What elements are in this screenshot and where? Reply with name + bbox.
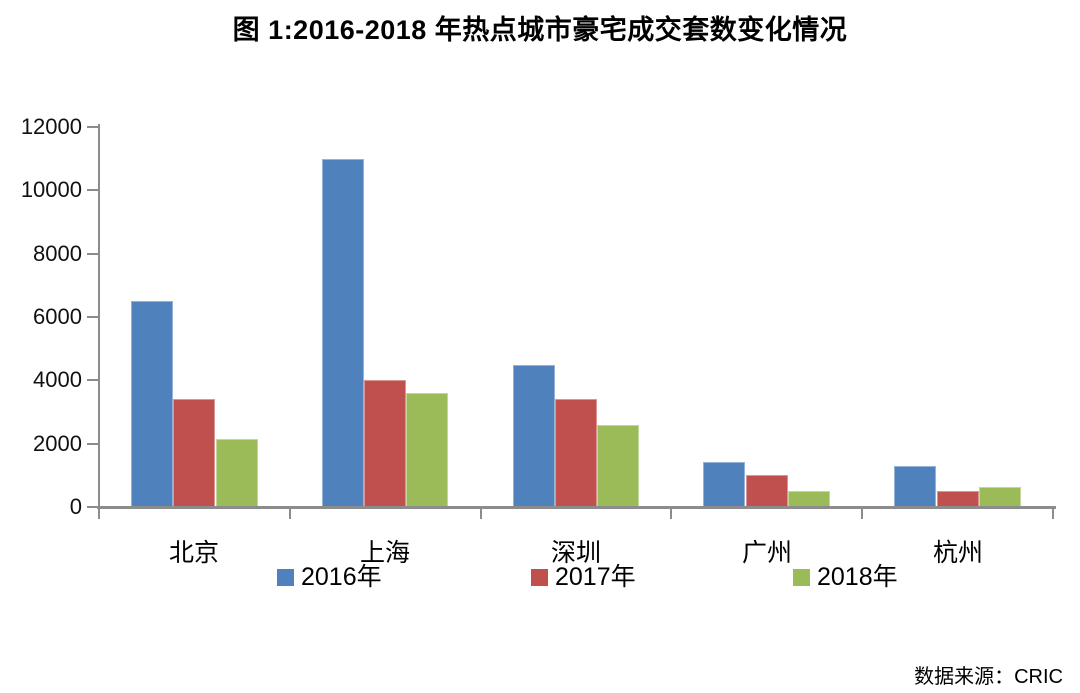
y-axis-tick-label: 12000 — [20, 114, 82, 139]
chart-title: 图 1:2016-2018 年热点城市豪宅成交套数变化情况 — [232, 15, 848, 45]
y-axis-tick-label: 10000 — [20, 177, 82, 203]
bar-shenzhen-2016 — [513, 365, 555, 507]
y-axis-tick-label: 8000 — [33, 240, 82, 266]
bar-guangzhou-2016 — [703, 462, 745, 507]
legend-item-2016: 2016年 — [277, 557, 382, 593]
y-axis-tick — [87, 506, 99, 508]
legend-swatch-2018 — [793, 568, 810, 586]
legend-label-2018: 2018年 — [817, 563, 898, 591]
x-axis-tick — [289, 506, 291, 519]
bar-shanghai-2017 — [364, 380, 406, 507]
source-note: 数据来源：CRIC — [914, 666, 1063, 688]
category-label-hangzhou: 杭州 — [932, 539, 984, 567]
y-axis-tick-label: 4000 — [33, 367, 82, 393]
y-axis-tick-label: 6000 — [33, 304, 82, 329]
bar-beijing-2018 — [216, 439, 258, 507]
bar-shenzhen-2017 — [555, 399, 597, 507]
legend-swatch-2016 — [277, 568, 294, 586]
bar-guangzhou-2018 — [788, 491, 830, 507]
y-axis-tick-label: 2000 — [33, 430, 82, 456]
y-axis-tick — [87, 252, 99, 255]
bar-shanghai-2018 — [406, 393, 448, 507]
legend-item-2017: 2017年 — [531, 557, 636, 593]
x-axis-tick — [670, 506, 672, 519]
bar-shenzhen-2018 — [597, 425, 639, 507]
category-label-guangzhou: 广州 — [741, 539, 793, 567]
x-axis-tick — [1052, 506, 1054, 519]
y-axis-tick — [87, 379, 99, 382]
legend-swatch-2017 — [531, 568, 548, 586]
bar-hangzhou-2017 — [937, 491, 979, 507]
legend-label-2016: 2016年 — [301, 563, 382, 591]
x-axis-tick — [861, 506, 863, 519]
y-axis-tick — [87, 316, 99, 318]
category-label-shenzhen: 深圳 — [550, 539, 602, 567]
bar-hangzhou-2018 — [979, 487, 1021, 507]
bar-beijing-2016 — [131, 301, 173, 507]
y-axis-tick — [87, 189, 99, 192]
x-axis-tick — [480, 506, 482, 519]
bar-beijing-2017 — [173, 399, 215, 507]
legend-item-2018: 2018年 — [793, 557, 898, 593]
y-axis-tick — [87, 126, 99, 128]
x-axis-line — [97, 506, 1056, 509]
bar-guangzhou-2017 — [746, 475, 788, 507]
y-axis-tick — [87, 442, 99, 445]
y-axis-tick-label: 0 — [69, 494, 82, 519]
category-label-shanghai: 上海 — [359, 539, 411, 567]
bar-hangzhou-2016 — [894, 466, 936, 507]
legend-label-2017: 2017年 — [555, 563, 636, 591]
x-axis-tick — [98, 506, 100, 519]
category-label-beijing: 北京 — [168, 539, 220, 567]
bar-shanghai-2016 — [322, 159, 364, 507]
y-axis-line — [98, 124, 100, 507]
